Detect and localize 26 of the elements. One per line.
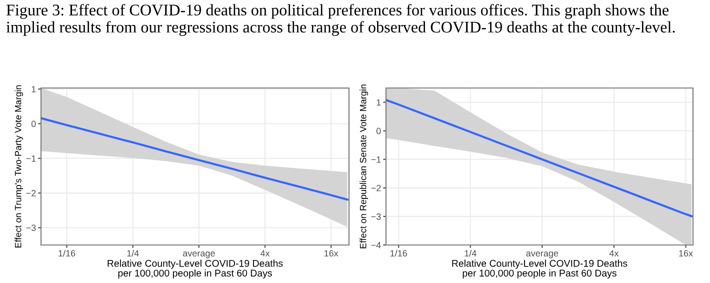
y-tick-label: −2 [371, 184, 381, 192]
x-tick-label: 1/16 [390, 250, 407, 256]
x-tick-label: average [526, 252, 558, 258]
chart-title: Figure 3: Effect of COVID-19 deaths on political preferences for various offices. This graph shows the implied results from our regressions across the range of observed COVID-19 deaths at the county-level. [6, 4, 675, 36]
y-tick-label: −3 [371, 213, 381, 220]
y-tick-label: 0 [376, 128, 381, 134]
y-axis-title: Effect on Republican Senate Vote Margin [360, 84, 368, 248]
x-tick-label: 4x [609, 250, 619, 256]
y-tick-label: −3 [26, 224, 36, 232]
y-tick-label: −1 [371, 156, 381, 163]
x-axis-title: Relative County-Level COVID-19 Deaths per 100,000 people in Past 60 Days [108, 260, 283, 278]
y-tick-label: −4 [371, 242, 381, 248]
y-tick-label: 1 [32, 86, 36, 92]
x-tick-label: average [183, 252, 215, 258]
y-axis-title: Effect on Trump's Two-Party Vote Margin [14, 85, 24, 248]
x-tick-label: 4x [260, 250, 270, 256]
x-tick-label: 1/16 [58, 250, 76, 256]
y-tick-label: 1 [376, 99, 381, 106]
x-tick-label: 1/4 [127, 250, 139, 256]
y-tick-label: 0 [31, 120, 36, 128]
x-tick-label: 16x [324, 250, 338, 256]
y-tick-label: −2 [26, 190, 36, 196]
x-axis-title: Relative County-Level COVID-19 Deaths per 100,000 people in Past 60 Days [452, 260, 628, 278]
x-tick-label: 1/4 [464, 250, 476, 256]
y-tick-label: −1 [26, 155, 36, 162]
x-tick-label: 16x [679, 250, 693, 256]
